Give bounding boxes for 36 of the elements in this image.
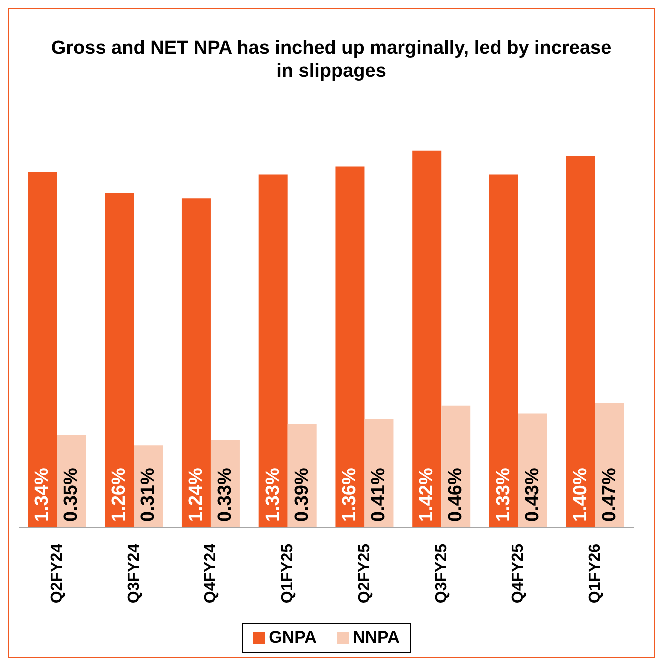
x-tick-label: Q1FY25	[280, 544, 297, 604]
data-label: 1.33%	[493, 468, 514, 522]
bar	[566, 156, 596, 528]
bar	[489, 174, 518, 528]
data-label: 1.34%	[32, 468, 54, 522]
x-tick-label: Q3FY25	[433, 544, 450, 604]
data-label: 0.33%	[214, 468, 236, 522]
data-label: 0.43%	[522, 468, 544, 522]
legend-label: GNPA	[268, 628, 317, 648]
data-label: 0.31%	[138, 468, 160, 522]
bar	[336, 166, 365, 528]
data-label: 1.24%	[186, 468, 207, 522]
bar	[412, 150, 442, 528]
data-label: 0.39%	[292, 468, 313, 522]
data-label: 0.41%	[368, 468, 390, 522]
x-tick-label: Q2FY24	[48, 544, 66, 604]
data-label: 1.40%	[570, 468, 592, 522]
x-tick-label: Q3FY24	[126, 544, 143, 604]
x-tick-label: Q1FY26	[587, 544, 604, 604]
data-label: 1.36%	[340, 468, 361, 522]
chart-title: Gross and NET NPA has inched up marginally, led by increase in slippages	[50, 37, 613, 83]
data-label: 0.47%	[599, 468, 620, 522]
data-label: 0.35%	[61, 468, 82, 522]
data-label: 1.42%	[416, 468, 438, 522]
bar	[28, 172, 58, 528]
x-tick-label: Q4FY24	[202, 544, 220, 604]
legend-label: NNPA	[352, 628, 400, 648]
data-label: 0.46%	[446, 468, 467, 522]
x-tick-label: Q2FY25	[356, 544, 374, 604]
bar	[595, 403, 624, 528]
data-label: 1.26%	[109, 468, 130, 522]
bar	[182, 198, 211, 528]
data-label: 1.33%	[262, 468, 284, 522]
x-tick-label: Q4FY25	[510, 544, 528, 604]
bar	[258, 174, 288, 528]
bar	[105, 193, 134, 528]
